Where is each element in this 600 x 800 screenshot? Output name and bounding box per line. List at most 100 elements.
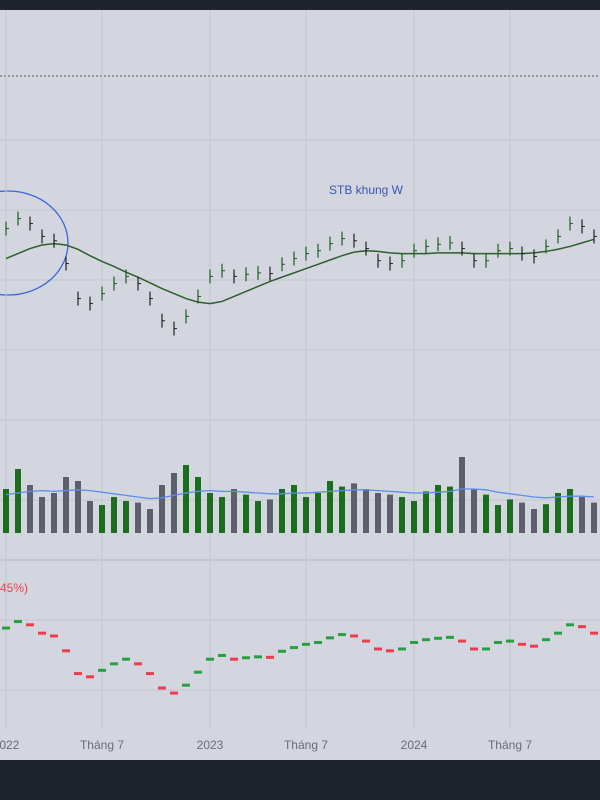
volume-bar — [207, 493, 213, 533]
indicator-mark — [86, 675, 94, 679]
volume-bar — [579, 497, 585, 533]
indicator-mark — [314, 640, 322, 644]
indicator-mark — [230, 657, 238, 661]
volume-bar — [567, 489, 573, 533]
volume-bar — [423, 491, 429, 533]
volume-bar — [519, 502, 525, 533]
volume-bar — [435, 485, 441, 533]
volume-bar — [399, 497, 405, 533]
volume-bar — [123, 501, 129, 533]
volume-bar — [459, 457, 465, 533]
volume-bar — [531, 509, 537, 533]
volume-bar — [183, 465, 189, 533]
indicator-mark — [38, 631, 46, 635]
indicator-mark — [374, 647, 382, 651]
volume-bar — [171, 473, 177, 533]
indicator-mark — [14, 620, 22, 624]
volume-bar — [363, 489, 369, 533]
indicator-mark — [494, 640, 502, 644]
indicator-mark — [398, 647, 406, 651]
indicator-mark — [122, 657, 130, 661]
indicator-mark — [554, 631, 562, 635]
indicator-mark — [146, 672, 154, 676]
indicator-mark — [386, 649, 394, 653]
indicator-mark — [194, 670, 202, 674]
grid — [0, 139, 600, 691]
x-tick-label: Tháng 7 — [284, 738, 328, 752]
indicator-mark — [350, 634, 358, 638]
volume-bar — [219, 497, 225, 533]
volume-bar — [411, 501, 417, 533]
highlight-ellipse — [0, 190, 69, 296]
volume-bar — [243, 494, 249, 533]
volume-bar — [339, 486, 345, 533]
x-tick-label: Tháng 7 — [488, 738, 532, 752]
indicator-mark — [458, 639, 466, 643]
indicator-mark — [590, 631, 598, 635]
indicator-mark — [2, 626, 10, 630]
volume-bar — [351, 483, 357, 533]
volume-bar — [51, 493, 57, 533]
volume-bar — [135, 502, 141, 533]
indicator-mark — [302, 642, 310, 646]
volume-bar — [99, 505, 105, 533]
indicator-mark — [218, 653, 226, 657]
volume-bar — [39, 497, 45, 533]
volume-bar — [591, 502, 597, 533]
indicator-mark — [26, 623, 34, 627]
moving-average — [5, 238, 595, 305]
indicator-mark — [170, 691, 178, 695]
volume-bar — [147, 509, 153, 533]
volume-bar — [543, 504, 549, 533]
indicator-mark — [278, 649, 286, 653]
indicator-label: 45%) — [0, 581, 28, 595]
volume-bar — [291, 485, 297, 533]
volume-bar — [159, 485, 165, 533]
volume-bar — [87, 501, 93, 533]
indicator-mark — [326, 636, 334, 640]
volume-bar — [315, 493, 321, 533]
volume-bar — [471, 489, 477, 533]
volume-bar — [27, 485, 33, 533]
x-tick-label: Tháng 7 — [80, 738, 124, 752]
annotation: STB khung W — [329, 183, 404, 197]
indicator-mark — [290, 646, 298, 650]
x-tick-label: 2024 — [401, 738, 428, 752]
indicator-mark — [362, 639, 370, 643]
volume-bar — [483, 494, 489, 533]
volume-bar — [195, 477, 201, 533]
volume-ma — [5, 488, 595, 500]
indicator-mark — [74, 672, 82, 676]
indicator-mark — [506, 639, 514, 643]
indicator-mark — [578, 625, 586, 629]
volume-bar — [279, 489, 285, 533]
x-tick-label: 2022 — [0, 738, 20, 752]
volume-bar — [327, 481, 333, 533]
chart-background — [0, 10, 600, 760]
indicator-mark — [446, 635, 454, 639]
volume-bar — [15, 469, 21, 533]
volume-bar — [375, 493, 381, 533]
indicator-mark — [134, 662, 142, 666]
x-tick-label: 2023 — [197, 738, 224, 752]
volume-bar — [555, 493, 561, 533]
volume-bar — [447, 486, 453, 533]
volume-bar — [387, 494, 393, 533]
indicator-mark — [158, 686, 166, 690]
indicator-mark — [338, 633, 346, 637]
indicator-mark — [242, 656, 250, 660]
indicator-mark — [482, 647, 490, 651]
volume-bar — [507, 499, 513, 533]
volume-bar — [267, 499, 273, 533]
indicator-mark — [50, 634, 58, 638]
indicator-mark — [470, 647, 478, 651]
volume-bar — [255, 501, 261, 533]
indicator-mark — [422, 638, 430, 642]
indicator-mark — [518, 642, 526, 646]
volume-bar — [63, 477, 69, 533]
indicator-mark — [410, 640, 418, 644]
indicator-mark — [182, 683, 190, 687]
indicator-mark — [62, 649, 70, 653]
